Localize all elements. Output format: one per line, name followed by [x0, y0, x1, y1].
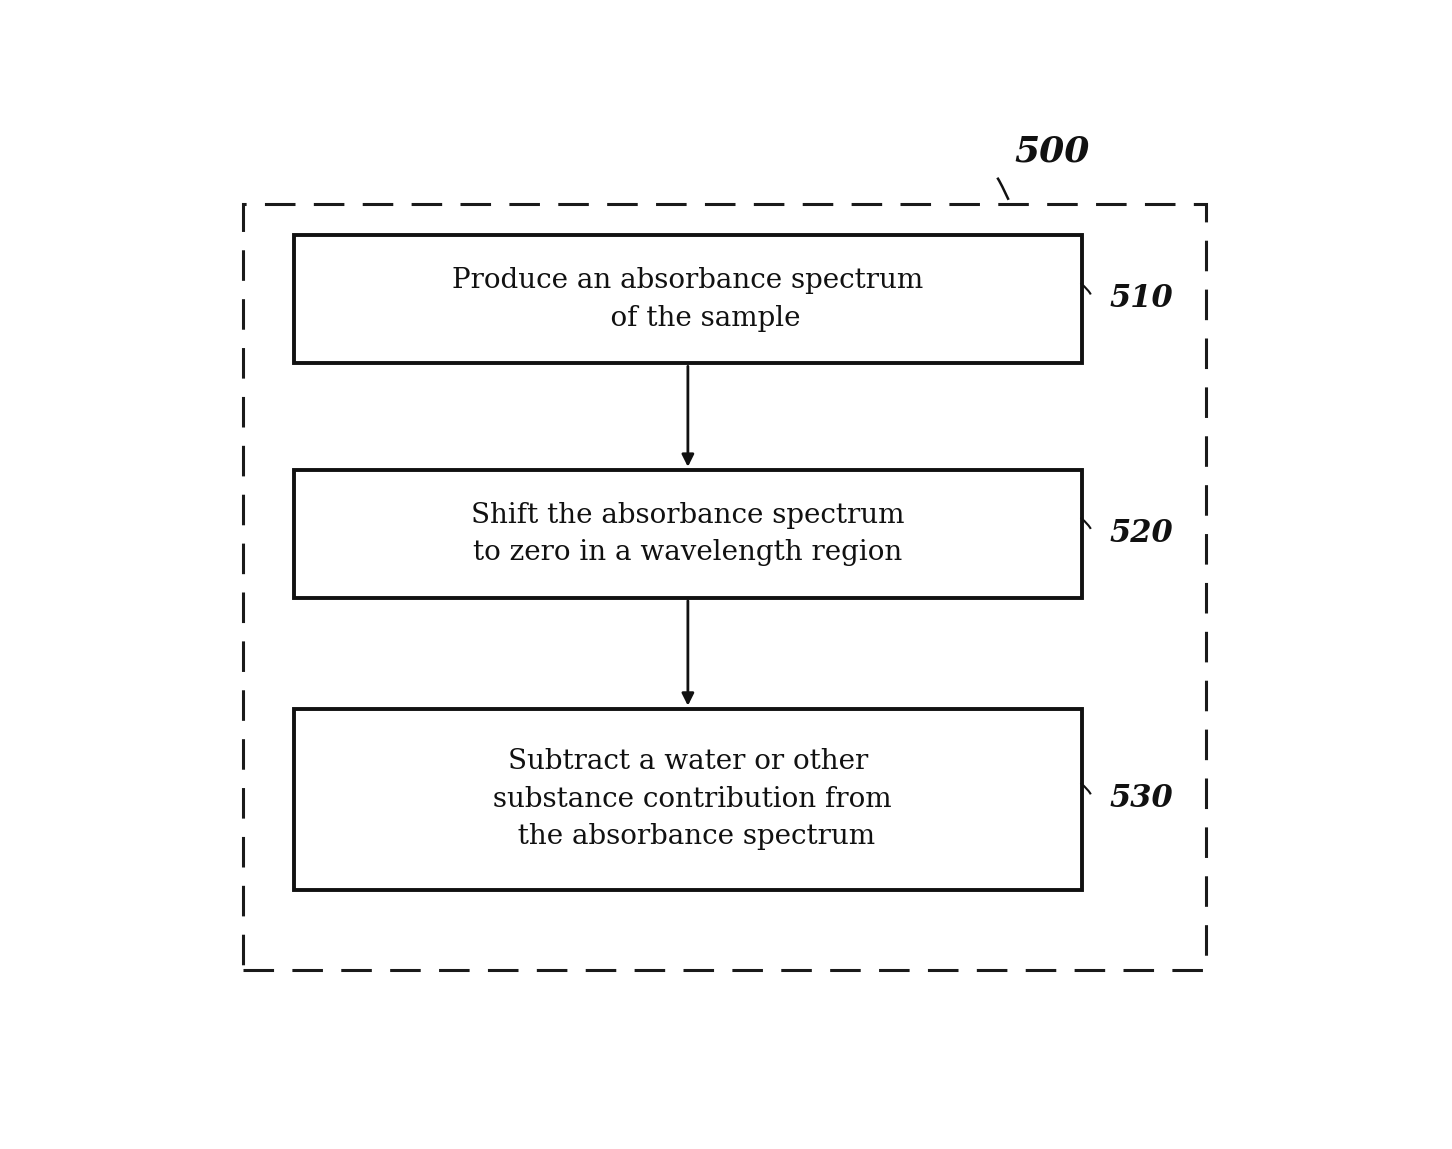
Text: Produce an absorbance spectrum
    of the sample: Produce an absorbance spectrum of the sa… — [452, 267, 923, 332]
Bar — [244, 205, 1205, 970]
Text: Shift the absorbance spectrum
to zero in a wavelength region: Shift the absorbance spectrum to zero in… — [470, 502, 905, 566]
Bar — [293, 236, 1082, 363]
Text: 520: 520 — [1109, 518, 1173, 549]
Text: 530: 530 — [1109, 784, 1173, 815]
Text: Subtract a water or other
 substance contribution from
  the absorbance spectrum: Subtract a water or other substance cont… — [484, 748, 892, 850]
Text: 510: 510 — [1109, 284, 1173, 315]
Bar — [293, 709, 1082, 889]
Bar — [293, 470, 1082, 597]
Text: 500: 500 — [1013, 134, 1089, 169]
